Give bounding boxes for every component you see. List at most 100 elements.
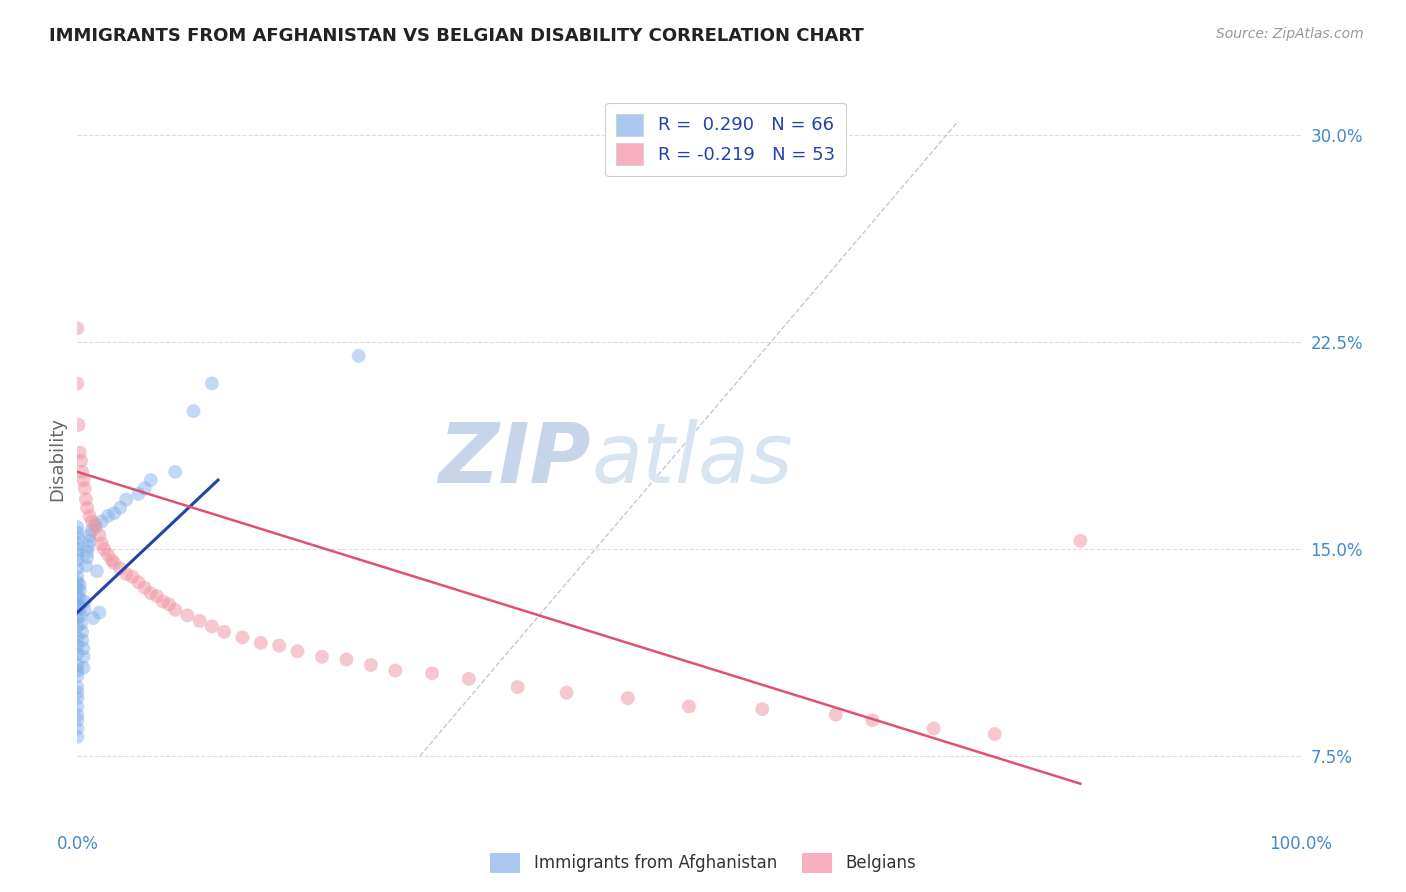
Point: [97, 508, 120, 523]
Text: Source: ZipAtlas.com: Source: ZipAtlas.com: [1216, 27, 1364, 41]
Point: [89, 528, 111, 542]
Point: [617, 691, 640, 706]
Point: [73, 481, 96, 495]
Point: [79, 533, 101, 548]
Point: [86, 564, 108, 578]
Point: [76, 550, 98, 565]
Point: [66, 531, 89, 545]
Legend: R =  0.290   N = 66, R = -0.219   N = 53: R = 0.290 N = 66, R = -0.219 N = 53: [606, 103, 846, 176]
Point: [66, 664, 89, 678]
Point: [360, 658, 382, 673]
Point: [66, 553, 89, 567]
Point: [176, 608, 198, 623]
Point: [66, 730, 89, 744]
Point: [66, 548, 89, 562]
Point: [70, 465, 93, 479]
Point: [127, 487, 149, 501]
Point: [311, 649, 333, 664]
Point: [824, 707, 846, 722]
Point: [100, 553, 122, 567]
Point: [457, 672, 479, 686]
Point: [80, 523, 103, 537]
Point: [108, 500, 131, 515]
Point: [66, 647, 89, 661]
Point: [108, 561, 131, 575]
Point: [66, 603, 89, 617]
Point: [66, 376, 89, 391]
Point: [80, 515, 103, 529]
Point: [66, 570, 89, 584]
Point: [121, 570, 143, 584]
Point: [506, 680, 529, 694]
Point: [165, 603, 187, 617]
Point: [152, 594, 174, 608]
Point: [75, 492, 97, 507]
Point: [139, 586, 162, 600]
Text: ZIP: ZIP: [439, 419, 591, 500]
Point: [384, 664, 406, 678]
Point: [66, 699, 89, 714]
Point: [157, 597, 180, 611]
Point: [72, 641, 94, 656]
Point: [66, 669, 89, 683]
Point: [420, 666, 443, 681]
Point: [66, 639, 89, 653]
Point: [73, 594, 96, 608]
Point: [69, 591, 91, 606]
Point: [66, 536, 89, 550]
Point: [66, 691, 89, 706]
Point: [165, 465, 187, 479]
Point: [66, 713, 89, 727]
Point: [66, 597, 89, 611]
Point: [70, 633, 93, 648]
Point: [115, 492, 138, 507]
Point: [134, 481, 156, 495]
Point: [66, 542, 89, 557]
Point: [72, 661, 94, 675]
Point: [347, 349, 370, 363]
Point: [76, 545, 98, 559]
Point: [555, 685, 578, 699]
Point: [77, 539, 100, 553]
Point: [79, 528, 101, 542]
Point: [66, 525, 89, 540]
Point: [70, 608, 93, 623]
Point: [115, 566, 138, 581]
Point: [139, 473, 162, 487]
Point: [188, 614, 211, 628]
Point: [66, 680, 89, 694]
Point: [134, 581, 156, 595]
Text: atlas: atlas: [591, 419, 793, 500]
Point: [90, 515, 112, 529]
Point: [66, 589, 89, 603]
Point: [1069, 533, 1091, 548]
Point: [250, 636, 273, 650]
Point: [90, 536, 112, 550]
Point: [922, 722, 945, 736]
Point: [70, 616, 93, 631]
Point: [66, 685, 89, 699]
Point: [335, 652, 357, 666]
Point: [72, 473, 94, 487]
Point: [66, 561, 89, 575]
Point: [75, 558, 97, 573]
Point: [103, 556, 125, 570]
Point: [231, 631, 253, 645]
Point: [66, 581, 89, 595]
Point: [127, 575, 149, 590]
Point: [89, 606, 111, 620]
Point: [984, 727, 1007, 741]
Point: [73, 603, 96, 617]
Point: [103, 506, 125, 520]
Text: IMMIGRANTS FROM AFGHANISTAN VS BELGIAN DISABILITY CORRELATION CHART: IMMIGRANTS FROM AFGHANISTAN VS BELGIAN D…: [49, 27, 863, 45]
Point: [70, 454, 93, 468]
Point: [212, 624, 235, 639]
Point: [66, 707, 89, 722]
Point: [287, 644, 309, 658]
Point: [72, 649, 94, 664]
Point: [84, 520, 107, 534]
Point: [69, 445, 91, 459]
Point: [66, 611, 89, 625]
Point: [69, 600, 91, 615]
Point: [66, 658, 89, 673]
